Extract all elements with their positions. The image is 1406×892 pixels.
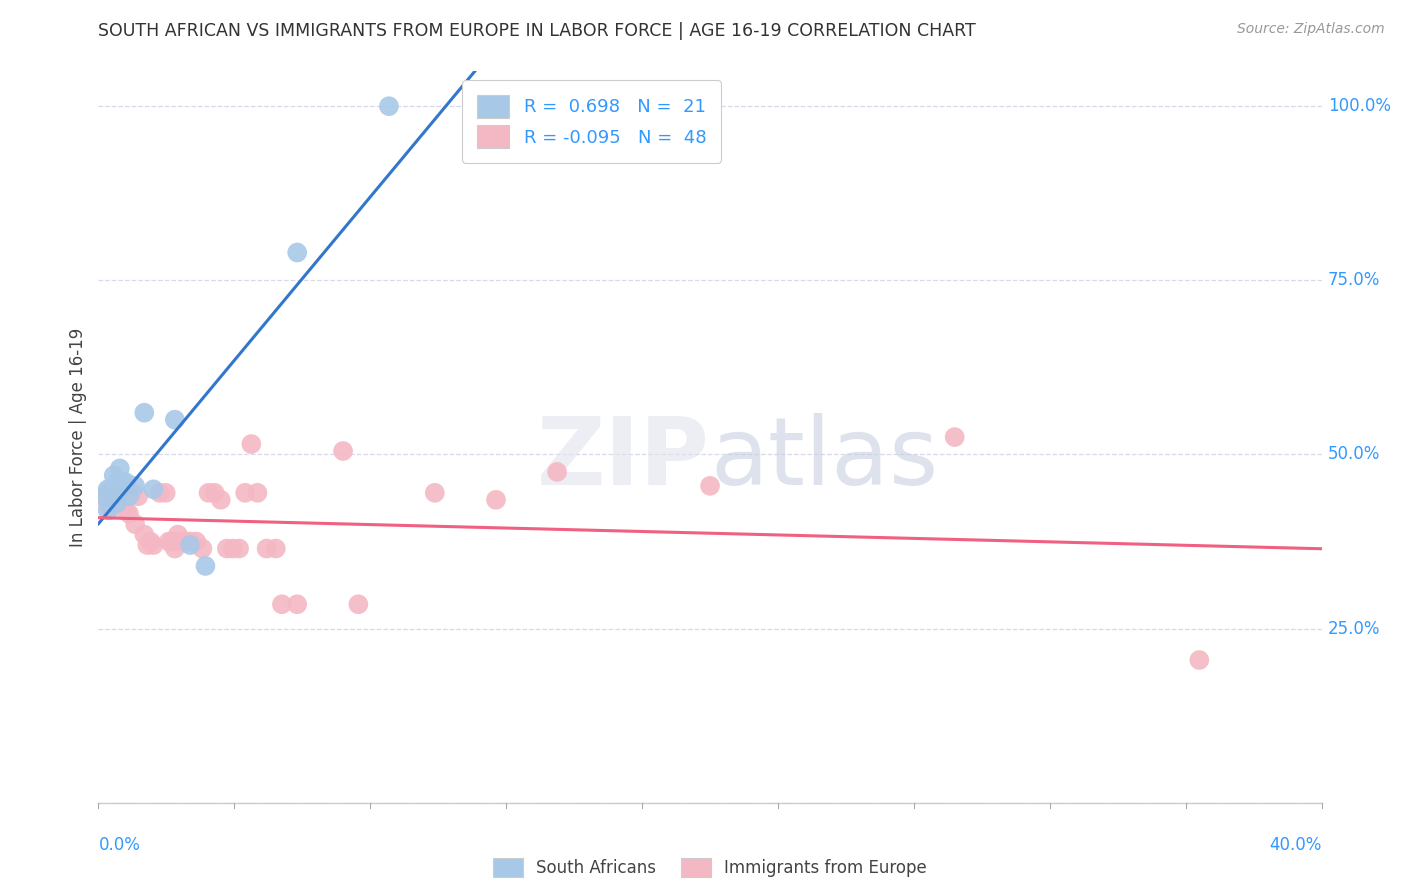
Point	[139, 534, 162, 549]
Point	[127, 489, 149, 503]
Point	[240, 437, 263, 451]
Point	[105, 475, 128, 490]
Text: atlas: atlas	[710, 413, 938, 505]
Point	[285, 245, 308, 260]
Point	[115, 475, 138, 490]
Point	[118, 507, 141, 521]
Point	[157, 534, 180, 549]
Point	[100, 483, 122, 497]
Point	[111, 489, 134, 503]
Text: 100.0%: 100.0%	[1327, 97, 1391, 115]
Point	[256, 541, 278, 556]
Point	[209, 492, 232, 507]
Point	[124, 517, 146, 532]
Point	[118, 489, 141, 503]
Text: 50.0%: 50.0%	[1327, 445, 1381, 464]
Point	[332, 444, 354, 458]
Point	[115, 503, 138, 517]
Point	[179, 538, 201, 552]
Point	[121, 485, 143, 500]
Point	[943, 430, 966, 444]
Point	[105, 496, 128, 510]
Point	[194, 558, 217, 573]
Y-axis label: In Labor Force | Age 16-19: In Labor Force | Age 16-19	[69, 327, 87, 547]
Point	[197, 485, 219, 500]
Point	[134, 527, 156, 541]
Point	[186, 534, 208, 549]
Point	[204, 485, 226, 500]
Point	[93, 489, 115, 503]
Point	[167, 527, 190, 541]
Point	[228, 541, 250, 556]
Point	[179, 534, 201, 549]
Point	[155, 485, 177, 500]
Point	[105, 496, 128, 510]
Point	[699, 479, 721, 493]
Point	[124, 479, 146, 493]
Point	[246, 485, 269, 500]
Point	[173, 534, 195, 549]
Point	[97, 496, 120, 510]
Text: 25.0%: 25.0%	[1327, 620, 1381, 638]
Point	[160, 534, 183, 549]
Legend: South Africans, Immigrants from Europe: South Africans, Immigrants from Europe	[486, 851, 934, 884]
Point	[163, 541, 186, 556]
Point	[108, 461, 131, 475]
Point	[134, 406, 156, 420]
Text: Source: ZipAtlas.com: Source: ZipAtlas.com	[1237, 22, 1385, 37]
Point	[97, 503, 120, 517]
Point	[264, 541, 287, 556]
Point	[103, 468, 125, 483]
Point	[108, 489, 131, 503]
Point	[93, 489, 115, 503]
Point	[485, 492, 508, 507]
Point	[103, 489, 125, 503]
Point	[163, 412, 186, 426]
Point	[136, 538, 159, 552]
Point	[233, 485, 256, 500]
Point	[100, 503, 122, 517]
Point	[285, 597, 308, 611]
Point	[215, 541, 238, 556]
Text: 40.0%: 40.0%	[1270, 836, 1322, 854]
Point	[142, 538, 165, 552]
Text: 75.0%: 75.0%	[1327, 271, 1381, 289]
Text: 0.0%: 0.0%	[98, 836, 141, 854]
Text: SOUTH AFRICAN VS IMMIGRANTS FROM EUROPE IN LABOR FORCE | AGE 16-19 CORRELATION C: SOUTH AFRICAN VS IMMIGRANTS FROM EUROPE …	[98, 22, 976, 40]
Point	[378, 99, 401, 113]
Point	[222, 541, 245, 556]
Point	[97, 483, 120, 497]
Point	[108, 483, 131, 497]
Point	[142, 483, 165, 497]
Point	[270, 597, 292, 611]
Point	[191, 541, 214, 556]
Point	[149, 485, 172, 500]
Point	[546, 465, 568, 479]
Point	[423, 485, 446, 500]
Point	[1188, 653, 1211, 667]
Point	[111, 475, 134, 490]
Point	[103, 489, 125, 503]
Point	[347, 597, 370, 611]
Text: ZIP: ZIP	[537, 413, 710, 505]
Point	[170, 534, 193, 549]
